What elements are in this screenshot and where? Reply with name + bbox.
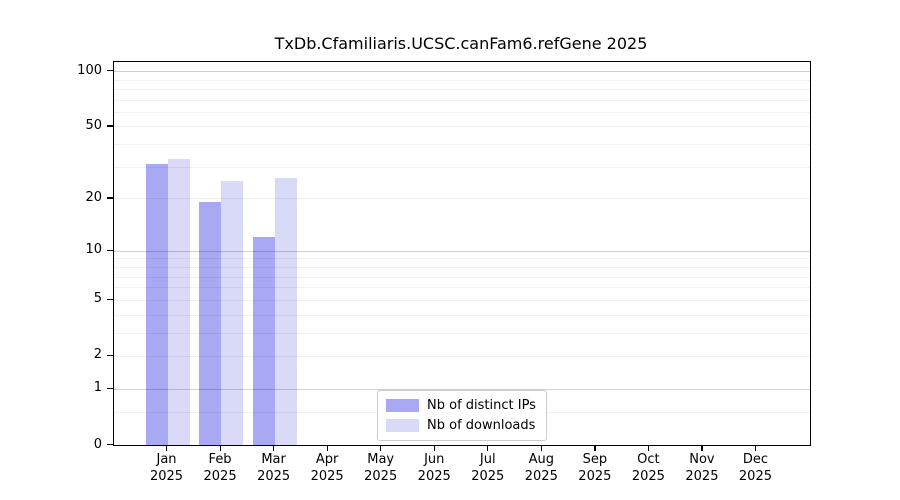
y-axis-tick (107, 249, 114, 251)
gridline-minor (114, 355, 810, 357)
legend-item-distinct-ips: Nb of distinct IPs (386, 397, 536, 414)
y-tick-label: 5 (93, 291, 102, 307)
gridline-minor (114, 198, 810, 200)
x-axis-tick (754, 445, 757, 451)
bar-downloads (274, 177, 297, 445)
y-axis-tick (107, 387, 114, 390)
gridline-minor (114, 314, 810, 316)
bar-downloads (167, 159, 190, 445)
bar-distinct-ips (145, 164, 168, 445)
gridline-major (114, 71, 810, 73)
gridline-minor (114, 332, 810, 334)
chart-title: TxDb.Cfamiliaris.UCSC.canFam6.refGene 20… (274, 34, 648, 53)
legend-label-downloads: Nb of downloads (427, 418, 536, 433)
y-tick-label: 0 (93, 436, 102, 452)
y-axis-tick (107, 298, 114, 301)
gridline-minor (114, 79, 810, 81)
gridline-minor (114, 299, 810, 301)
y-tick-label: 20 (85, 189, 102, 205)
x-axis-tick (647, 445, 650, 451)
y-axis-tick (107, 354, 114, 357)
legend: Nb of distinct IPs Nb of downloads (377, 390, 547, 441)
gridline-minor (114, 99, 810, 101)
gridline-major (114, 250, 810, 252)
gridline-major (114, 388, 810, 390)
x-tick-label: Mar 2025 (257, 452, 291, 484)
x-tick-label: Dec 2025 (738, 452, 772, 484)
y-axis-tick (107, 197, 114, 199)
gridline-minor (114, 111, 810, 113)
bar-distinct-ips (252, 237, 275, 445)
gridline-minor (114, 266, 810, 268)
gridline-minor (114, 276, 810, 278)
y-tick-label: 1 (93, 380, 102, 396)
y-tick-label: 2 (93, 347, 102, 363)
bar-downloads (221, 181, 244, 445)
x-tick-label: Nov 2025 (685, 452, 719, 484)
x-axis-tick (433, 445, 435, 451)
x-axis-tick (701, 445, 703, 451)
x-axis-tick (219, 445, 221, 451)
y-axis-tick (107, 70, 114, 72)
legend-swatch-distinct-ips-icon (386, 399, 419, 412)
x-axis-tick (487, 445, 489, 451)
x-tick-label: Jul 2025 (471, 452, 505, 484)
gridline-minor (114, 144, 810, 146)
x-tick-label: Apr 2025 (310, 452, 344, 484)
gridline-minor (114, 166, 810, 168)
x-axis-tick (594, 445, 596, 451)
bar-distinct-ips (199, 202, 222, 445)
x-tick-label: Feb 2025 (203, 452, 237, 484)
x-tick-label: Aug 2025 (524, 452, 558, 484)
y-tick-label: 10 (85, 242, 102, 258)
y-axis-tick (107, 125, 114, 127)
y-tick-label: 50 (85, 117, 102, 133)
x-axis-tick (326, 445, 328, 451)
x-axis-tick (166, 445, 168, 451)
legend-item-downloads: Nb of downloads (386, 417, 536, 434)
legend-swatch-downloads-icon (386, 419, 419, 432)
x-axis-tick (380, 445, 382, 451)
x-axis-tick (540, 445, 542, 451)
x-tick-label: Oct 2025 (631, 452, 665, 484)
y-axis-tick (107, 444, 114, 446)
y-tick-label: 100 (77, 62, 102, 78)
gridline-minor (114, 287, 810, 289)
gridline-minor (114, 88, 810, 90)
x-tick-label: Jan 2025 (149, 452, 184, 484)
gridline-minor (114, 126, 810, 128)
x-tick-label: Sep 2025 (578, 452, 612, 484)
gridline-minor (114, 258, 810, 260)
x-tick-label: Jun 2025 (417, 452, 451, 484)
legend-label-distinct-ips: Nb of distinct IPs (427, 398, 536, 413)
plot-area (113, 61, 811, 446)
x-tick-label: May 2025 (364, 452, 398, 484)
x-axis-tick (273, 445, 275, 451)
